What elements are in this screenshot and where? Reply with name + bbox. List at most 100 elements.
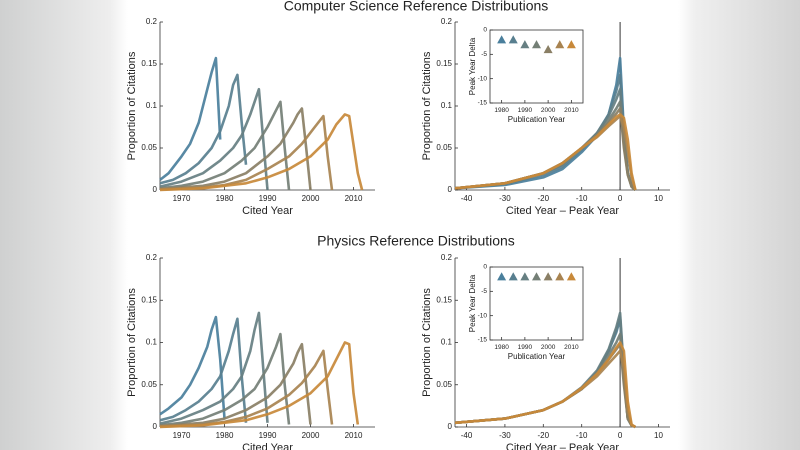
y-tick-label: 0.2: [146, 253, 158, 262]
x-tick-label: 1980: [494, 344, 509, 351]
x-tick-label: -30: [499, 431, 511, 440]
triangle-marker: [543, 272, 553, 281]
triangle-marker: [566, 272, 576, 281]
series-line: [159, 311, 269, 425]
y-tick-label: 0.1: [441, 338, 453, 347]
x-tick-label: 10: [654, 194, 663, 203]
series-line: [159, 113, 364, 192]
x-tick-label: 1990: [518, 344, 533, 351]
triangle-marker: [543, 44, 553, 54]
x-tick-label: -20: [538, 431, 550, 440]
series-line: [454, 114, 637, 191]
x-axis-label: Cited Year – Peak Year: [506, 442, 619, 450]
y-tick-label: -5: [481, 51, 487, 58]
x-axis-label: Cited Year: [242, 442, 293, 450]
y-tick-label: 0.05: [436, 380, 452, 389]
triangle-marker: [508, 272, 518, 281]
series-line: [159, 107, 312, 191]
x-tick-label: 1990: [518, 107, 533, 114]
series-line: [159, 100, 291, 191]
y-tick-label: 0: [483, 264, 487, 271]
y-tick-label: 0.05: [141, 143, 157, 152]
x-tick-label: -40: [461, 194, 473, 203]
y-tick-label: -10: [478, 75, 488, 82]
y-axis-label: Proportion of Citations: [421, 51, 433, 160]
x-tick-label: 1980: [494, 107, 509, 114]
y-tick-label: 0.2: [441, 17, 453, 26]
x-tick-label: 2010: [345, 431, 363, 440]
series-line: [159, 73, 248, 185]
y-tick-label: -15: [478, 100, 488, 107]
x-tick-label: -40: [461, 431, 473, 440]
x-tick-label: 2010: [564, 107, 579, 114]
y-axis-label: Peak Year Delta: [468, 274, 477, 332]
x-tick-label: 1970: [173, 194, 191, 203]
x-axis-label: Cited Year: [242, 205, 293, 217]
x-tick-label: 10: [654, 431, 663, 440]
x-tick-label: 2010: [564, 344, 579, 351]
y-tick-label: 0: [483, 27, 487, 34]
y-axis-label: Peak Year Delta: [468, 37, 477, 95]
y-tick-label: 0.05: [141, 380, 157, 389]
x-tick-label: -10: [576, 431, 588, 440]
x-tick-label: 2000: [541, 107, 556, 114]
triangle-marker: [555, 272, 565, 281]
x-tick-label: 0: [618, 194, 623, 203]
x-axis-label: Cited Year – Peak Year: [506, 205, 619, 217]
x-tick-label: -20: [538, 194, 550, 203]
y-tick-label: 0.1: [146, 101, 158, 110]
series-line: [159, 87, 269, 191]
series-line: [454, 341, 637, 429]
x-tick-label: 1980: [216, 431, 234, 440]
y-tick-label: -10: [478, 312, 488, 319]
triangle-marker: [532, 272, 541, 281]
x-tick-label: 2000: [541, 344, 556, 351]
y-axis-label: Proportion of Citations: [126, 51, 138, 160]
triangle-marker: [532, 40, 541, 49]
triangle-marker: [520, 40, 530, 49]
y-tick-label: 0: [153, 422, 158, 431]
x-tick-label: 2000: [302, 194, 320, 203]
y-tick-label: -15: [478, 337, 488, 344]
triangle-marker: [566, 40, 576, 49]
series-line: [159, 317, 248, 423]
x-axis-label: Publication Year: [508, 115, 566, 124]
x-tick-label: 1980: [216, 194, 234, 203]
y-tick-label: 0.1: [146, 338, 158, 347]
y-tick-label: 0: [448, 185, 453, 194]
y-tick-label: 0.2: [146, 17, 158, 26]
section-title: Computer Science Reference Distributions: [284, 0, 549, 14]
series-line: [159, 332, 291, 427]
y-tick-label: 0.2: [441, 253, 453, 262]
triangle-marker: [508, 35, 518, 44]
section-title: Physics Reference Distributions: [317, 233, 515, 249]
y-tick-label: 0.15: [141, 59, 157, 68]
series-line: [159, 315, 226, 419]
x-tick-label: 2000: [302, 431, 320, 440]
y-tick-label: 0.05: [436, 143, 452, 152]
series-line: [159, 56, 222, 181]
y-tick-label: 0.15: [436, 295, 452, 304]
y-tick-label: 0.15: [141, 295, 157, 304]
triangle-marker: [497, 272, 507, 281]
y-axis-label: Proportion of Citations: [126, 288, 138, 397]
x-tick-label: -30: [499, 194, 511, 203]
triangle-marker: [497, 35, 507, 44]
x-tick-label: 1970: [173, 431, 191, 440]
y-tick-label: 0: [448, 422, 453, 431]
y-tick-label: 0: [153, 185, 158, 194]
x-axis-label: Publication Year: [508, 352, 566, 361]
x-tick-label: 1990: [259, 431, 277, 440]
x-tick-label: -10: [576, 194, 588, 203]
y-axis-label: Proportion of Citations: [421, 288, 433, 397]
x-tick-label: 2010: [345, 194, 363, 203]
series-line: [454, 113, 637, 191]
y-tick-label: 0.1: [441, 101, 453, 110]
x-tick-label: 0: [618, 431, 623, 440]
x-tick-label: 1990: [259, 194, 277, 203]
y-tick-label: -5: [481, 288, 487, 295]
series-line: [454, 349, 636, 429]
